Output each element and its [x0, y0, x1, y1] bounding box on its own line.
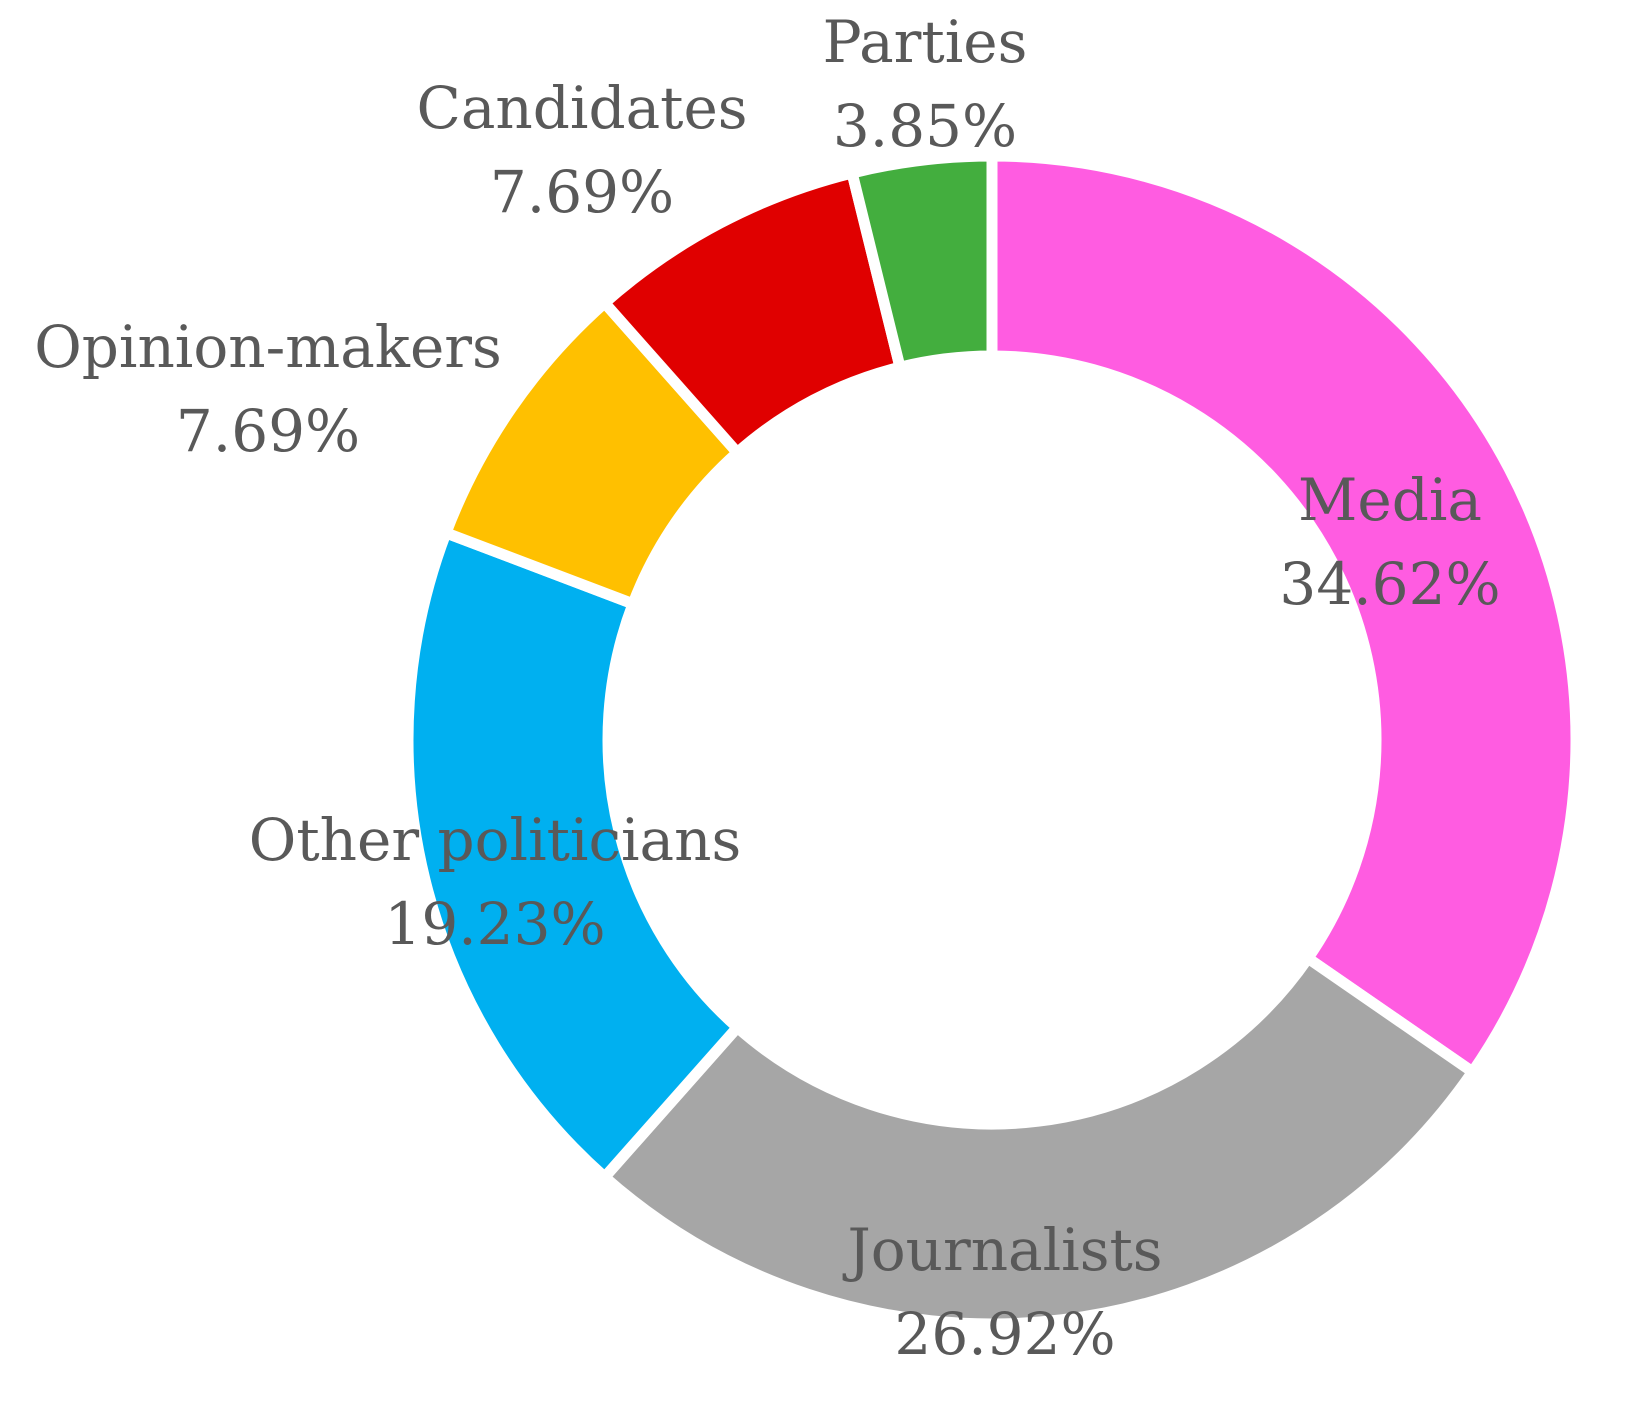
slice-value-candidates: 7.69%: [490, 158, 674, 226]
slice-value-other-politicians: 19.23%: [384, 890, 605, 958]
slice-label-media: Media: [1298, 466, 1482, 534]
slice-label-journalists: Journalists: [842, 1216, 1162, 1284]
slice-value-opinion-makers: 7.69%: [176, 397, 360, 465]
slice-value-journalists: 26.92%: [894, 1300, 1115, 1368]
slice-value-parties: 3.85%: [833, 92, 1017, 160]
slice-label-candidates: Candidates: [416, 74, 747, 142]
slice-journalists: [596, 950, 1481, 1330]
slice-value-media: 34.62%: [1279, 550, 1500, 618]
slice-media: [986, 150, 1582, 1080]
slice-label-opinion-makers: Opinion-makers: [34, 313, 502, 381]
slice-label-other-politicians: Other politicians: [249, 806, 741, 874]
donut-slices: [402, 150, 1582, 1330]
slice-parties: [845, 150, 998, 374]
slice-other-politicians: [402, 525, 746, 1185]
donut-labels: Media 34.62% Journalists 26.92% Other politi…: [34, 8, 1500, 1368]
slice-label-parties: Parties: [823, 8, 1028, 76]
